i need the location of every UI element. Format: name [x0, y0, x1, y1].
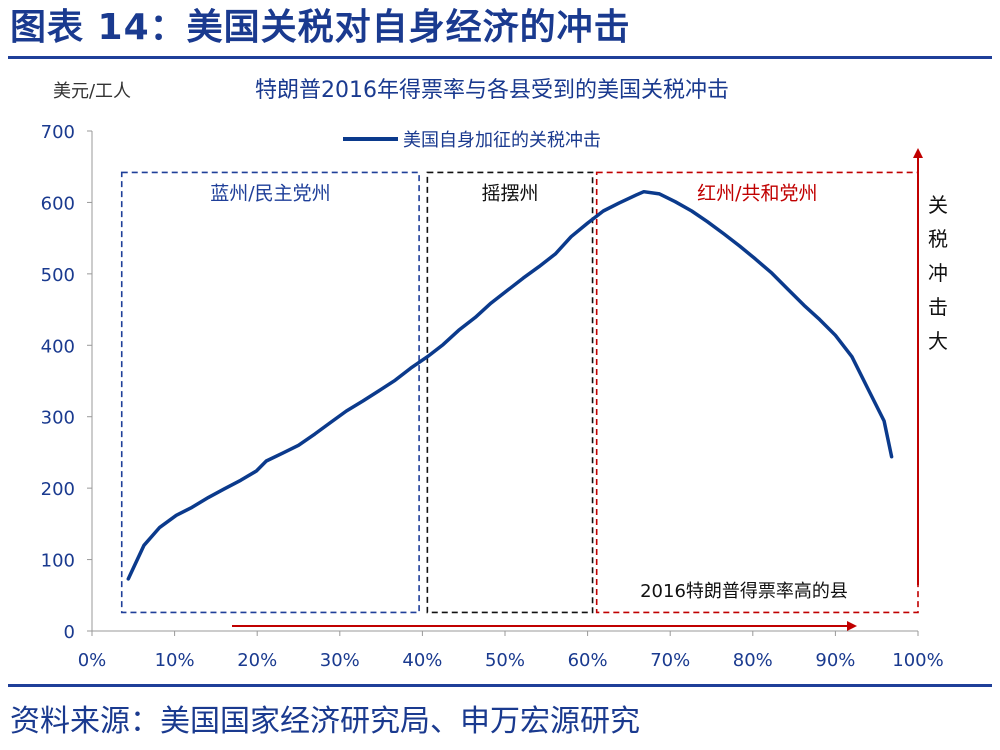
x-tick-label: 30% [320, 650, 360, 671]
y-tick-label: 200 [41, 479, 75, 500]
region-label: 红州/共和党州 [697, 182, 817, 204]
x-tick-label: 40% [402, 650, 442, 671]
legend-label: 美国自身加征的关税冲击 [403, 130, 601, 151]
y-ticks: 0 100 200 300 400 500 600 700 [41, 122, 92, 643]
x-tick-label: 90% [815, 650, 855, 671]
y-tick-label: 400 [41, 336, 75, 357]
region-label: 摇摆州 [481, 182, 538, 204]
legend: 美国自身加征的关税冲击 [343, 130, 601, 151]
y-tick-label: 300 [41, 408, 75, 429]
x-tick-label: 20% [237, 650, 277, 671]
x-tick-label: 0% [78, 650, 107, 671]
y-tick-label: 700 [41, 122, 75, 143]
series-line [126, 189, 894, 581]
page-title: 图表 14：美国关税对自身经济的冲击 [10, 7, 631, 48]
x-tick-label: 60% [568, 650, 608, 671]
region-box [426, 171, 594, 614]
y-tick-label: 0 [64, 622, 75, 643]
region-box [120, 171, 420, 614]
source-note: 资料来源：美国国家经济研究局、申万宏源研究 [10, 704, 640, 739]
x-tick-label: 100% [892, 650, 943, 671]
x-tick-label: 80% [733, 650, 773, 671]
y-arrow-annotation: 关税冲击大 [928, 193, 948, 353]
top-divider [8, 56, 992, 59]
series-layer [126, 189, 894, 581]
chart-title: 特朗普2016年得票率与各县受到的美国关税冲击 [255, 78, 729, 103]
x-arrow-annotation: 2016特朗普得票率高的县 [640, 581, 848, 602]
y-tick-label: 600 [41, 193, 75, 214]
x-tick-label: 50% [485, 650, 525, 671]
x-ticks: 0% 10% 20% 30% 40% 50% 60% 70% 80% 90% 100% [78, 631, 944, 671]
x-tick-label: 10% [155, 650, 195, 671]
y-tick-label: 500 [41, 265, 75, 286]
y-axis-label: 美元/工人 [53, 81, 131, 102]
y-tick-label: 100 [41, 551, 75, 572]
x-tick-label: 70% [650, 650, 690, 671]
bottom-divider [8, 684, 992, 687]
regions: 蓝州/民主党州 摇摆州 红州/共和党州 [120, 171, 919, 614]
region-label: 蓝州/民主党州 [210, 182, 330, 204]
